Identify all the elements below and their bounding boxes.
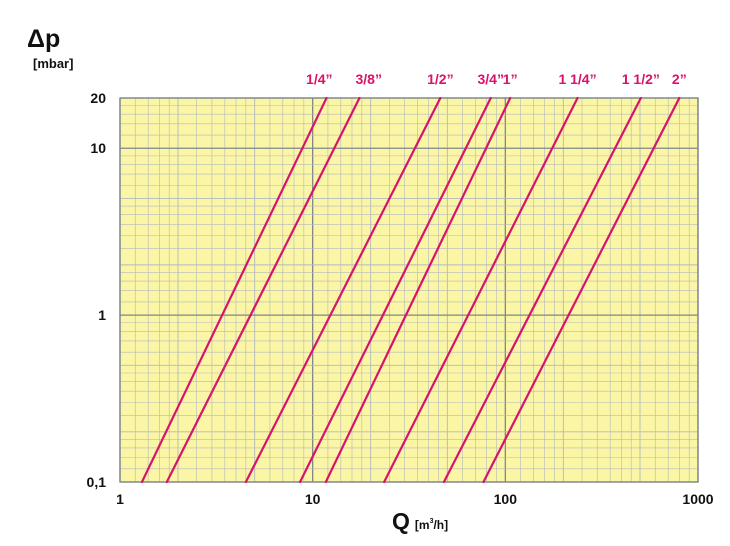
series-line: [383, 96, 579, 484]
grid: [119, 97, 699, 483]
series-label: 1/4”: [306, 71, 332, 87]
series-labels: 1/4” 3/8” 1/2” 3/4”1” 1 1/4” 1 1/2” 2”: [306, 71, 687, 87]
y-axis-unit: [mbar]: [33, 56, 73, 71]
series-line: [244, 96, 442, 484]
series-line: [140, 96, 328, 484]
plot-frame: [119, 97, 699, 483]
x-axis-title-group: Q [m3/h]: [392, 508, 448, 534]
series-label: 1/2”: [427, 71, 453, 87]
series-label: 1 1/4”: [558, 71, 596, 87]
series-label: 2”: [672, 71, 687, 87]
series-label: 1 1/2”: [622, 71, 660, 87]
x-axis-unit-suffix: /h]: [433, 518, 448, 532]
series-label: 3/4”: [478, 71, 504, 87]
x-tick-label: 10: [305, 491, 321, 507]
series-line: [298, 96, 492, 484]
x-tick-label: 100: [494, 491, 518, 507]
y-tick-labels: 0,1 1 10 20: [87, 90, 107, 490]
series-line: [324, 96, 512, 484]
x-axis-unit-prefix: [m: [415, 518, 430, 532]
series-line: [165, 96, 361, 484]
y-tick-label: 10: [90, 140, 106, 156]
series-label: 1”: [503, 71, 518, 87]
series-label: 3/8”: [355, 71, 381, 87]
y-axis-title: Δp: [27, 25, 60, 53]
x-axis-unit-sup: 3: [430, 518, 434, 525]
series-lines: [140, 96, 681, 484]
x-tick-label: 1000: [682, 491, 713, 507]
series-line: [482, 96, 681, 484]
series-line: [442, 96, 642, 484]
x-tick-label: 1: [116, 491, 124, 507]
x-axis-title: Q: [392, 508, 410, 534]
y-tick-label: 0,1: [87, 474, 107, 490]
y-tick-label: 1: [98, 307, 106, 323]
x-tick-labels: 1 10 100 1000: [116, 491, 714, 507]
y-tick-label: 20: [90, 90, 106, 106]
